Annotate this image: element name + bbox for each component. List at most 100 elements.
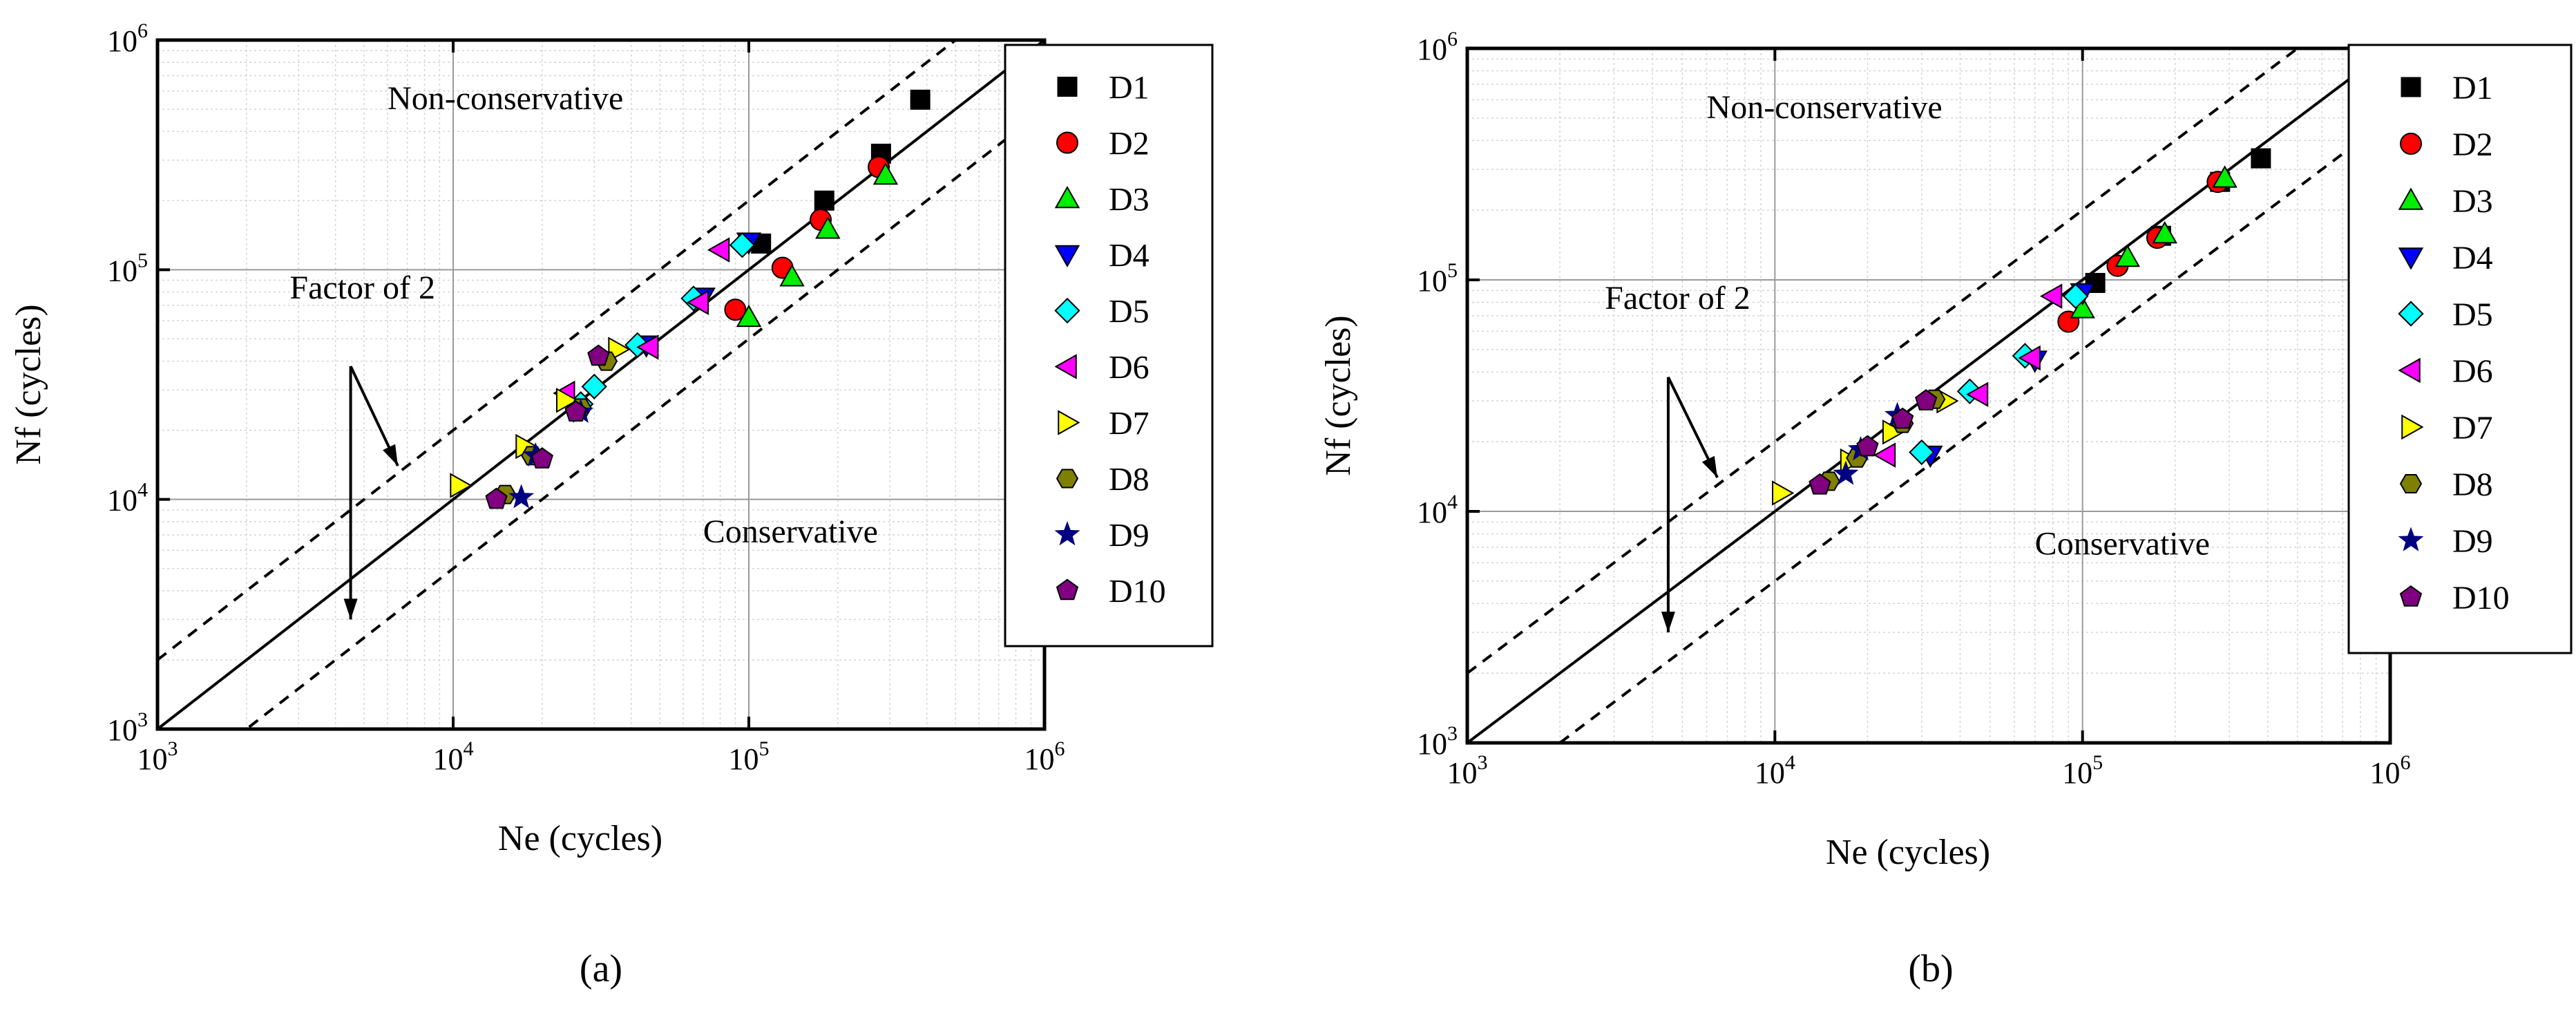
legend-marker-d3 (1054, 185, 1080, 209)
point-d9 (1833, 460, 1859, 485)
point-d10 (1809, 473, 1831, 495)
y-axis-label: Nf (cycles) (1319, 315, 1358, 475)
legend-box (2347, 44, 2573, 654)
legend-marker-d9 (1054, 521, 1080, 546)
legend-marker-d9 (2398, 527, 2424, 551)
legend-marker-d2 (2400, 133, 2422, 155)
non-conservative-label: Non-conservative (1707, 89, 1943, 126)
legend-marker-d1 (2401, 77, 2421, 97)
point-d7 (450, 473, 473, 498)
legend-label-d1: D1 (1109, 70, 1149, 106)
point-d3 (2152, 220, 2177, 244)
x-tick-label: 106 (2370, 751, 2411, 790)
point-d3 (815, 216, 841, 239)
point-d10 (1891, 407, 1914, 429)
y-tick-label: 105 (1417, 259, 1458, 298)
legend-marker-d6 (1054, 354, 1077, 379)
y-tick-label: 103 (107, 708, 148, 747)
legend-marker-d1 (1057, 77, 1078, 97)
legend-marker-d8 (1056, 469, 1079, 489)
x-tick-label: 104 (433, 737, 474, 776)
chart-panel-a: 103 104 105 106 103 104 105 106 Ne (cycles) Nf (c… (9, 19, 1214, 990)
point-d5 (2063, 283, 2089, 310)
y-tick-label: 104 (107, 479, 148, 518)
point-d2 (724, 299, 747, 321)
point-d1 (910, 89, 931, 110)
legend-label-d5: D5 (2452, 296, 2493, 333)
factor-arrow-head (1701, 455, 1718, 478)
x-tick-label: 106 (1024, 737, 1065, 776)
panel-caption: (b) (1908, 947, 1953, 990)
legend-marker-d7 (1058, 410, 1080, 435)
upper-factor-line (158, 40, 958, 661)
x-tick-label: 103 (137, 737, 178, 776)
legend-marker-d10 (1056, 578, 1079, 601)
point-d7 (555, 388, 579, 413)
legend-box (1004, 44, 1214, 648)
legend-marker-d4 (1054, 245, 1080, 268)
legend-label-d6: D6 (2452, 353, 2493, 390)
y-tick-label: 105 (107, 249, 148, 287)
y-tick-label: 103 (1417, 722, 1458, 761)
factor-arrow-head (343, 598, 358, 620)
point-d10 (587, 344, 610, 366)
x-axis-label: Ne (cycles) (498, 819, 662, 858)
grid (1467, 48, 2390, 743)
legend-label-d10: D10 (2452, 580, 2510, 616)
legend-marker-d6 (2398, 357, 2421, 384)
legend-label-d5: D5 (1109, 294, 1149, 330)
point-d3 (872, 162, 899, 185)
panel-caption: (a) (580, 947, 622, 990)
legend-marker-d5 (2398, 301, 2424, 327)
legend-label-d4: D4 (1109, 238, 1149, 274)
point-d3 (2212, 165, 2238, 188)
point-d6 (2039, 283, 2063, 309)
x-tick-label: 104 (1755, 751, 1795, 790)
legend-label-d9: D9 (2452, 523, 2493, 560)
x-tick-label: 105 (2062, 751, 2103, 790)
point-d6 (707, 237, 730, 263)
legend-label-d8: D8 (2452, 466, 2493, 503)
legend-marker-d10 (2399, 585, 2423, 607)
point-d10 (1856, 435, 1879, 457)
legend-label-d3: D3 (2452, 183, 2493, 220)
point-d6 (1873, 442, 1896, 468)
point-d10 (1914, 389, 1938, 410)
legend-marker-d8 (2399, 474, 2423, 493)
legend-label-d3: D3 (1109, 182, 1149, 218)
legend: D1 D2 D3 D4 D5 D6 D7 D8 D9 D10 (1004, 44, 1214, 648)
point-d6 (686, 290, 709, 315)
legend-label-d10: D10 (1109, 574, 1166, 610)
chart-panel-b: 103 104 105 106 103 104 105 106 Ne (cycles) Nf (c… (1319, 28, 2573, 990)
point-d6 (2018, 345, 2041, 371)
legend-label-d2: D2 (2452, 126, 2493, 163)
lower-factor-line (244, 108, 1044, 729)
legend-label-d7: D7 (1109, 406, 1149, 442)
legend-marker-d4 (2398, 247, 2424, 270)
point-d6 (1965, 381, 1989, 407)
legend-label-d2: D2 (1109, 126, 1149, 162)
point-d10 (485, 487, 508, 509)
legend-label-d6: D6 (1109, 350, 1149, 386)
point-d3 (2115, 244, 2140, 267)
legend-label-d9: D9 (1109, 518, 1149, 554)
point-d10 (564, 400, 587, 422)
conservative-label: Conservative (703, 513, 878, 550)
point-d7 (1772, 480, 1795, 506)
data-points (1772, 148, 2271, 506)
legend-marker-d7 (2401, 414, 2424, 440)
legend-label-d4: D4 (2452, 240, 2493, 276)
y-tick-label: 106 (1417, 28, 1458, 66)
factor-of-2-label: Factor of 2 (289, 270, 435, 306)
point-d5 (729, 232, 756, 258)
conservative-label: Conservative (2035, 526, 2210, 563)
point-d3 (736, 304, 762, 328)
x-axis-label: Ne (cycles) (1826, 833, 1990, 872)
reference-lines (158, 40, 1044, 729)
data-points (450, 89, 931, 509)
lower-factor-line (1557, 117, 2390, 743)
legend-label-d1: D1 (2452, 70, 2493, 106)
non-conservative-label: Non-conservative (388, 80, 623, 117)
y-tick-label: 104 (1417, 491, 1458, 529)
